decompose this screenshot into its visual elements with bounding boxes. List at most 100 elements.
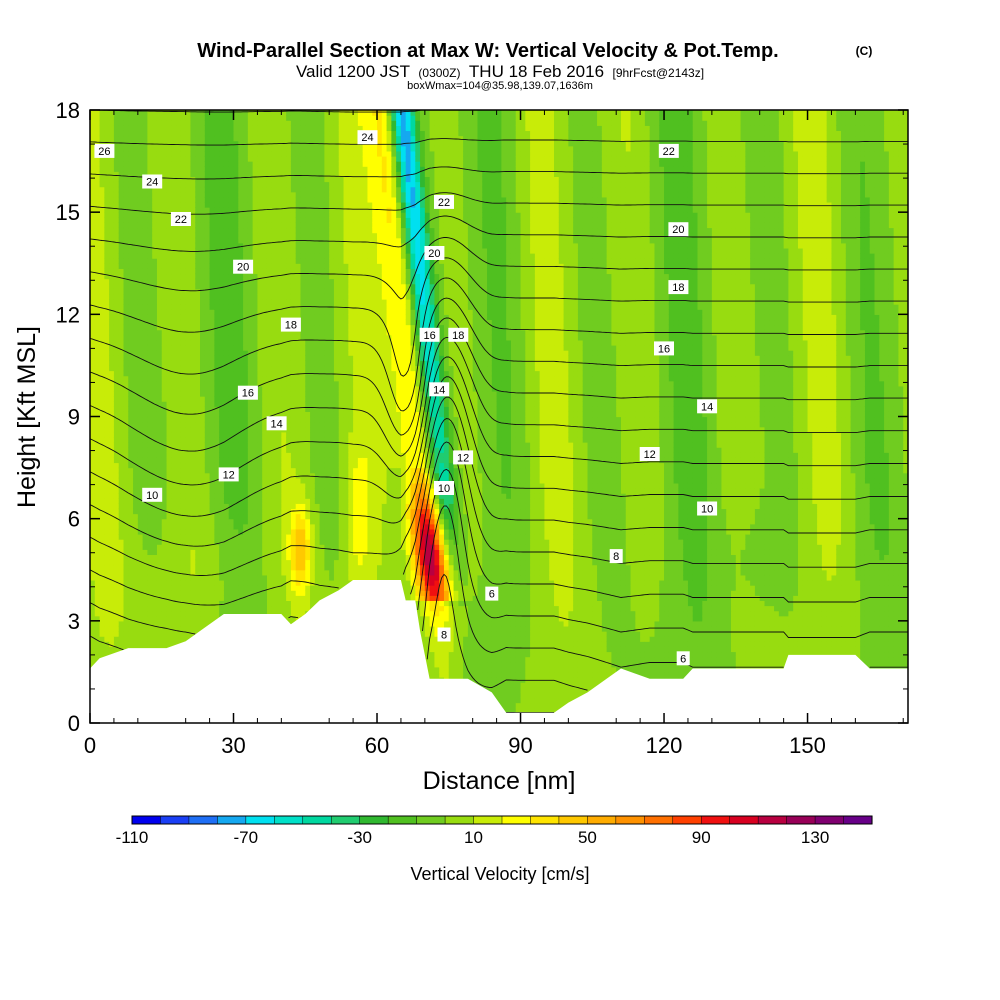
field-cell [176, 620, 182, 627]
field-cell [118, 442, 125, 448]
field-cell [219, 355, 225, 361]
field-cell [200, 595, 206, 601]
field-cell [123, 380, 129, 387]
field-cell [109, 207, 115, 213]
field-cell [180, 166, 187, 172]
field-cell [94, 319, 101, 326]
field-cell [166, 559, 172, 566]
field-cell [166, 467, 172, 474]
field-cell [209, 508, 215, 515]
field-cell [176, 155, 182, 162]
field-cell [262, 293, 268, 300]
field-cell [195, 452, 201, 458]
field-cell [137, 513, 144, 520]
field-cell [171, 396, 177, 402]
field-cell [118, 482, 125, 489]
field-cell [271, 447, 278, 453]
field-cell [223, 253, 230, 259]
field-cell [147, 222, 153, 229]
field-cell [185, 237, 192, 244]
field-cell [219, 115, 225, 121]
field-cell [257, 503, 263, 510]
field-cell [152, 513, 158, 520]
field-cell [128, 488, 134, 494]
field-cell [156, 396, 163, 402]
field-cell [161, 278, 168, 285]
field-cell [243, 232, 249, 239]
field-cell [109, 462, 115, 469]
field-cell [266, 222, 273, 229]
field-cell [238, 186, 244, 193]
field-cell [118, 227, 125, 234]
field-cell [147, 574, 153, 581]
field-cell [133, 207, 139, 213]
field-cell [118, 212, 125, 218]
field-cell [133, 212, 139, 218]
field-cell [219, 155, 225, 162]
field-cell [266, 533, 273, 540]
field-cell [281, 595, 287, 601]
field-cell [185, 636, 192, 642]
field-cell [166, 380, 172, 387]
field-cell [200, 360, 206, 367]
field-cell [118, 155, 125, 162]
field-cell [233, 314, 239, 321]
field-cell [142, 503, 148, 510]
field-cell [233, 416, 239, 423]
field-cell [281, 401, 287, 407]
field-cell [219, 595, 225, 601]
field-cell [195, 237, 201, 244]
field-cell [171, 125, 177, 132]
field-cell [152, 161, 158, 167]
field-cell [128, 227, 134, 234]
field-cell [142, 288, 148, 295]
field-cell [137, 186, 144, 193]
field-cell [214, 513, 220, 520]
field-cell [90, 579, 96, 586]
field-cell [190, 498, 196, 504]
field-cell [271, 559, 278, 566]
field-cell [156, 625, 163, 632]
field-cell [195, 462, 201, 469]
field-cell [233, 401, 239, 407]
field-cell [180, 544, 187, 550]
field-cell [152, 636, 158, 642]
field-cell [219, 242, 225, 249]
field-cell [142, 299, 148, 305]
field-cell [257, 411, 263, 418]
field-cell [276, 370, 282, 377]
field-cell [109, 181, 115, 188]
field-cell [147, 115, 153, 121]
field-cell [94, 288, 101, 295]
field-cell [104, 493, 110, 499]
field-cell [223, 314, 230, 321]
field-cell [247, 314, 254, 321]
field-cell [109, 442, 115, 448]
field-cell [185, 155, 192, 162]
field-cell [180, 625, 187, 632]
field-cell [94, 411, 101, 418]
field-cell [118, 355, 125, 361]
field-cell [156, 585, 163, 591]
field-cell [286, 554, 292, 561]
field-cell [228, 600, 235, 607]
subtitle-zulu: (0300Z) [418, 66, 460, 80]
field-cell [233, 585, 239, 591]
field-cell [176, 171, 182, 178]
field-cell [152, 268, 158, 275]
field-cell [204, 600, 211, 607]
field-cell [161, 145, 168, 152]
field-cell [286, 401, 292, 407]
field-cell [247, 595, 254, 601]
field-cell [166, 110, 172, 116]
field-cell [171, 339, 177, 346]
field-cell [118, 554, 125, 561]
field-cell [209, 544, 215, 550]
field-cell [94, 375, 101, 382]
field-cell [252, 559, 259, 566]
field-cell [147, 600, 153, 607]
field-cell [123, 314, 129, 321]
field-cell [190, 590, 196, 596]
field-cell [204, 232, 211, 239]
field-cell [195, 416, 201, 423]
